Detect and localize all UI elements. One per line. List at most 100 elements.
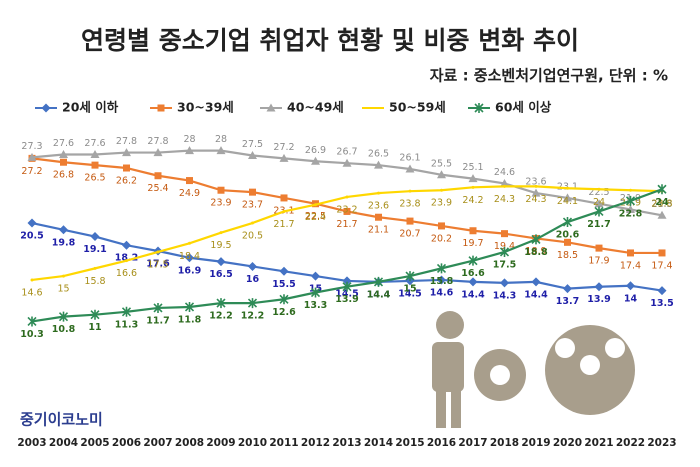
data-label: 16.6: [461, 268, 485, 279]
point: [658, 249, 666, 257]
data-label: 22.5: [588, 187, 609, 198]
point: [248, 150, 257, 159]
point: [27, 152, 37, 161]
data-label: 22.5: [305, 211, 326, 222]
point: [280, 194, 288, 202]
point: [626, 281, 635, 291]
data-label: 11.7: [146, 315, 169, 326]
point: [657, 210, 667, 219]
data-label: 21.3: [651, 199, 672, 210]
point: [594, 282, 604, 292]
data-label: 16.6: [116, 268, 137, 279]
data-label: 23.9: [431, 198, 452, 209]
x-tick-label: 2007: [143, 437, 172, 449]
data-label: 17.6: [146, 259, 170, 270]
legend-label: 50~59세: [389, 100, 446, 115]
data-label: 21.7: [587, 219, 610, 230]
point: [90, 232, 100, 242]
data-label: 18.9: [525, 246, 546, 257]
point: [345, 195, 349, 199]
data-label: 18.4: [179, 251, 200, 262]
point: [58, 311, 69, 322]
point: [500, 178, 509, 187]
x-tick-label: 2010: [238, 437, 267, 449]
x-tick-label: 2016: [427, 437, 456, 449]
x-tick-label: 2020: [553, 437, 582, 449]
x-tick-label: 2018: [490, 437, 519, 449]
data-label: 26.7: [336, 147, 357, 158]
data-label: 21.1: [368, 225, 389, 236]
point: [342, 276, 352, 286]
data-label: 17.9: [588, 256, 609, 267]
point: [564, 238, 571, 246]
legend-label: 40~49세: [287, 100, 344, 115]
point: [342, 158, 352, 167]
data-label: 23.8: [651, 199, 672, 210]
data-label: 17.4: [620, 260, 641, 271]
data-label: 15.8: [84, 276, 105, 287]
chart-title: 연령별 중소기업 취업자 현황 및 비중 변화 추이: [81, 26, 579, 55]
data-label: 27.8: [147, 136, 168, 147]
point: [437, 170, 446, 179]
point: [563, 193, 572, 202]
point: [59, 225, 68, 235]
data-label: 11.8: [178, 314, 202, 325]
point: [91, 161, 99, 169]
data-label: 13.5: [650, 298, 673, 309]
point: [374, 160, 383, 169]
legend-marker: [266, 103, 276, 112]
point: [30, 278, 34, 282]
data-label: 15.8: [430, 276, 454, 287]
point: [405, 271, 415, 282]
data-label: 24.6: [494, 167, 515, 178]
point: [282, 209, 286, 213]
x-tick-label: 2022: [616, 437, 645, 449]
data-label: 24.3: [525, 194, 546, 205]
data-label: 24.3: [494, 194, 515, 205]
point: [562, 217, 573, 228]
point: [566, 186, 569, 190]
data-label: 24.2: [462, 195, 483, 206]
data-label: 13.3: [304, 300, 327, 311]
data-label: 27.6: [53, 138, 74, 149]
point: [219, 231, 223, 235]
point: [156, 250, 160, 254]
data-label: 19.8: [52, 237, 76, 248]
data-label: 20.6: [556, 230, 580, 241]
point: [436, 263, 447, 274]
point: [405, 164, 415, 173]
point: [531, 234, 541, 245]
point: [248, 261, 257, 271]
point: [154, 172, 162, 180]
data-label: 27.5: [242, 139, 263, 150]
x-tick-label: 2009: [206, 437, 235, 449]
x-tick-label: 2004: [49, 437, 78, 449]
data-label: 15.5: [272, 279, 295, 290]
data-label: 26.9: [305, 145, 326, 156]
data-label: 25.5: [431, 158, 452, 169]
data-label: 20.2: [431, 233, 452, 244]
x-tick-label: 2005: [80, 437, 109, 449]
data-label: 19.4: [494, 241, 515, 252]
point: [247, 298, 258, 309]
x-tick-label: 2013: [332, 437, 361, 449]
point: [626, 205, 635, 214]
data-label: 22.4: [305, 212, 326, 223]
point: [125, 259, 128, 263]
point: [501, 230, 508, 238]
data-label: 16: [246, 274, 260, 285]
point: [122, 240, 131, 250]
data-label: 27.8: [116, 136, 137, 147]
data-label: 28: [183, 134, 195, 145]
legend-marker: [41, 103, 51, 113]
point: [469, 227, 477, 235]
data-label: 23.6: [525, 177, 546, 188]
x-tick-label: 2012: [301, 437, 330, 449]
data-label: 14.6: [21, 287, 42, 298]
data-label: 23.9: [210, 198, 231, 209]
data-label: 14.6: [430, 287, 454, 298]
legend-label: 20세 이하: [62, 100, 119, 115]
point: [375, 213, 382, 221]
point: [93, 266, 97, 270]
x-tick-label: 2006: [112, 437, 141, 449]
